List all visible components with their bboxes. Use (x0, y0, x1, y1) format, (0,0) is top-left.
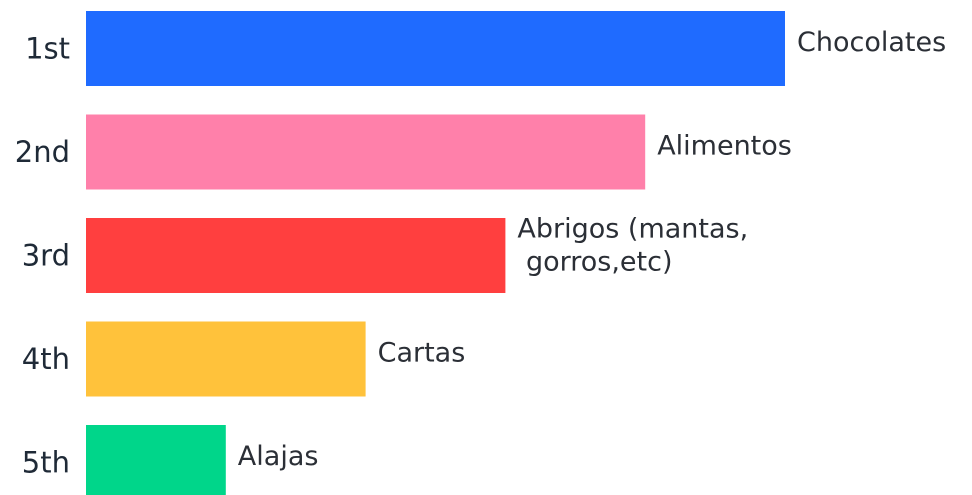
bar-label: Cartas (378, 338, 466, 369)
bar-1 (86, 11, 785, 86)
bar-label-line: Chocolates (797, 27, 946, 58)
bar-label-line: Cartas (378, 338, 466, 369)
bar-label: Chocolates (797, 27, 946, 58)
bar-label: Abrigos (mantas, gorros,etc) (517, 214, 748, 278)
bar-label-line: gorros,etc) (517, 247, 672, 278)
rank-label: 3rd (22, 239, 70, 273)
bar-label: Alimentos (657, 131, 792, 162)
bar-label-line: Abrigos (mantas, (517, 214, 748, 245)
rank-label: 1st (25, 32, 70, 66)
bar-3 (86, 218, 506, 293)
rank-label: 2nd (15, 135, 70, 169)
bar-label-line: Alimentos (657, 131, 792, 162)
rank-label: 4th (22, 342, 70, 376)
bar-label: Alajas (238, 441, 319, 472)
rank-label: 5th (22, 446, 70, 480)
bar-2 (86, 114, 646, 190)
bar-4 (86, 321, 366, 397)
bar-5 (86, 425, 226, 495)
bar-label-line: Alajas (238, 441, 319, 472)
